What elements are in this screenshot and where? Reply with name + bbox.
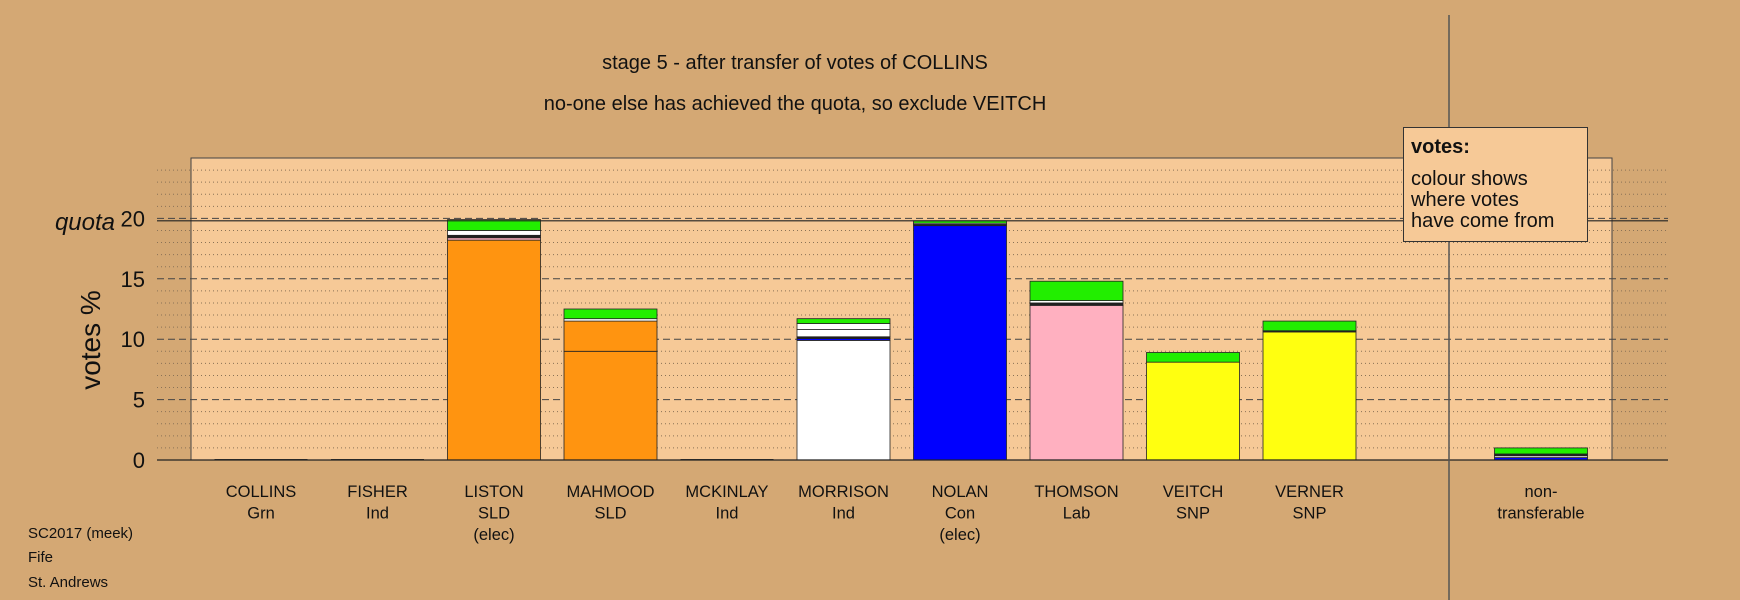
bar-segment [1146, 352, 1240, 363]
legend-box: votes: colour shows where votes have com… [1403, 127, 1588, 242]
bar-segment [1029, 304, 1124, 461]
y-tick-label: 10 [121, 327, 145, 352]
category-label: VEITCH [1163, 483, 1224, 501]
legend-title: votes: [1411, 136, 1470, 158]
chart-title: stage 5 - after transfer of votes of COL… [602, 52, 988, 74]
category-label: Ind [832, 505, 855, 523]
category-label: SLD [478, 505, 510, 523]
category-label: transferable [1497, 505, 1584, 523]
bar-segment [447, 239, 541, 461]
bar-segment [563, 320, 658, 352]
y-tick-label: 0 [133, 448, 145, 473]
bar-segment [1262, 320, 1357, 332]
category-label: MAHMOOD [567, 483, 655, 501]
bar-segment [563, 350, 658, 461]
bar-segment [1029, 280, 1124, 301]
category-label: Con [945, 505, 975, 523]
bar-segment [447, 230, 541, 236]
plot-area [190, 157, 1613, 461]
category-label: VERNER [1275, 483, 1344, 501]
bar-segment [1262, 331, 1357, 461]
y-tick-label: 20 [121, 206, 145, 231]
category-label: MORRISON [798, 483, 889, 501]
category-label: THOMSON [1034, 483, 1118, 501]
category-label: Grn [247, 505, 275, 523]
category-label: Ind [366, 505, 389, 523]
category-label: MCKINLAY [685, 483, 768, 501]
y-tick-label: 5 [133, 388, 145, 413]
bar-segment [796, 318, 891, 324]
y-axis-label: votes % [75, 290, 106, 390]
bar-segment [796, 323, 891, 330]
category-label: SLD [594, 505, 626, 523]
category-label: NOLAN [932, 483, 989, 501]
footer-election: SC2017 (meek) [28, 525, 134, 542]
bar-segment [913, 225, 1007, 461]
category-label: Lab [1063, 505, 1091, 523]
bar-segment [796, 329, 891, 338]
chart-subtitle: no-one else has achieved the quota, so e… [543, 93, 1047, 115]
bar-segment [563, 308, 658, 320]
category-label: (elec) [473, 526, 514, 544]
category-label: COLLINS [226, 483, 297, 501]
bar-segment [447, 219, 541, 231]
bar-segment [1494, 447, 1588, 455]
category-label: SNP [1176, 505, 1210, 523]
footer-ward: St. Andrews [28, 574, 109, 591]
category-label: LISTON [464, 483, 523, 501]
category-label: FISHER [347, 483, 408, 501]
category-label: non- [1524, 483, 1557, 501]
bar-segment [1146, 361, 1240, 461]
legend-text: colour shows where votes have come from [1411, 168, 1555, 232]
footer-council: Fife [28, 549, 54, 566]
bar-segment [796, 340, 891, 461]
y-tick-label: 15 [121, 267, 145, 292]
category-label: SNP [1293, 505, 1327, 523]
category-label: Ind [716, 505, 739, 523]
quota-label: quota [55, 209, 115, 236]
category-label: (elec) [939, 526, 980, 544]
